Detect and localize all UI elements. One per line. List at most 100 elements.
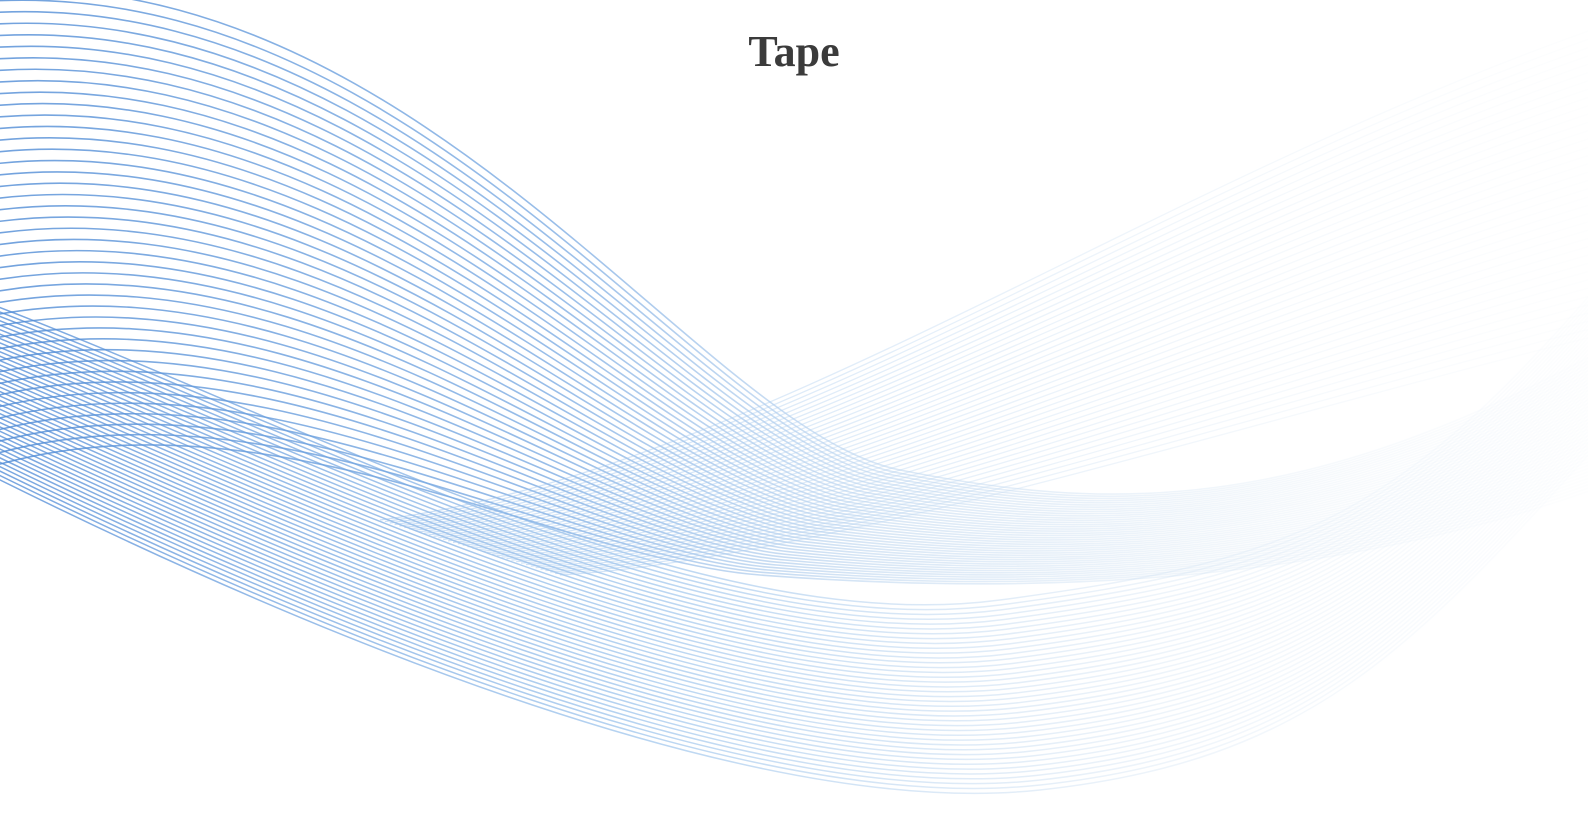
wave-line	[0, 328, 1588, 645]
wave-line	[404, 72, 1588, 529]
wave-line	[0, 227, 1588, 541]
wave-line	[0, 320, 1588, 635]
wave-line	[477, 196, 1588, 551]
wave-line	[409, 80, 1588, 530]
wave-line	[0, 316, 1588, 559]
wave-line	[0, 295, 1588, 606]
wave-line	[433, 121, 1588, 537]
wave-line	[0, 294, 1588, 554]
wave-line	[0, 413, 1588, 746]
wave-line	[448, 146, 1588, 542]
wave-line	[0, 332, 1588, 649]
wave-line	[0, 238, 1588, 543]
wave-line	[0, 429, 1588, 765]
wave-line	[413, 88, 1588, 532]
wave-line	[0, 454, 1588, 794]
wave-line	[511, 254, 1588, 561]
wave-line	[0, 352, 1588, 674]
wave-line	[0, 425, 1588, 761]
wave-line	[525, 279, 1588, 566]
wave-line	[0, 433, 1588, 583]
wave-line	[0, 377, 1588, 703]
wave-line	[0, 359, 1588, 568]
wave-line	[0, 437, 1588, 775]
wave-line	[0, 324, 1588, 640]
wave-line	[0, 348, 1588, 669]
wave-line	[530, 287, 1588, 567]
wave-line	[472, 188, 1588, 549]
wave-line	[0, 393, 1588, 722]
wave-line	[550, 320, 1588, 573]
wave-line	[0, 80, 1588, 513]
wave-line	[0, 216, 1588, 539]
wave-line	[0, 137, 1588, 524]
wave-line	[555, 328, 1588, 575]
wave-line	[0, 300, 1588, 611]
wave-line	[0, 364, 1588, 688]
wave-line	[0, 389, 1588, 717]
wave-line	[130, 0, 1588, 495]
wave-line	[516, 262, 1588, 563]
wave-line	[0, 340, 1588, 659]
wave-band-lower	[0, 295, 1588, 794]
wave-line	[438, 130, 1588, 539]
wave-line	[0, 336, 1588, 654]
wave-line	[0, 260, 1588, 548]
wave-line	[0, 114, 1588, 519]
wave-line	[559, 337, 1588, 576]
wave-line	[0, 348, 1588, 565]
wave-line	[0, 283, 1588, 552]
wave-line	[0, 381, 1588, 572]
wave-line	[540, 304, 1588, 570]
wave-line	[491, 221, 1588, 555]
wave-line	[0, 385, 1588, 712]
wave-line	[486, 213, 1588, 554]
wave-band-right	[379, 30, 1588, 576]
wave-line	[0, 405, 1588, 736]
wave-line	[0, 57, 1588, 509]
wave-line	[0, 182, 1588, 533]
wave-line	[0, 91, 1588, 515]
wave-line	[482, 204, 1588, 552]
wave-line	[0, 397, 1588, 727]
wave-line	[0, 0, 1588, 498]
wave-line	[443, 138, 1588, 540]
wave-line	[0, 369, 1588, 693]
wave-line	[0, 205, 1588, 537]
wave-line	[0, 272, 1588, 550]
wave-line	[0, 148, 1588, 526]
wave-line	[0, 344, 1588, 664]
wave-line	[0, 308, 1588, 621]
wave-line	[0, 412, 1588, 578]
wave-line	[545, 312, 1588, 572]
wave-line	[0, 401, 1588, 732]
wave-line	[0, 421, 1588, 756]
wave-line	[0, 22, 1588, 502]
wave-line	[0, 338, 1588, 563]
wave-line	[452, 155, 1588, 543]
wave-line	[0, 381, 1588, 707]
wave-band-upper	[0, 0, 1588, 585]
wave-line	[457, 163, 1588, 545]
wave-line	[501, 237, 1588, 558]
wave-line	[394, 55, 1588, 526]
wave-line	[0, 450, 1588, 790]
wave-line	[462, 171, 1588, 546]
wave-line	[423, 105, 1588, 535]
wave-line	[0, 423, 1588, 581]
wave-line	[467, 179, 1588, 548]
wave-line	[0, 446, 1588, 785]
wave-line	[389, 47, 1588, 524]
wave-line	[0, 125, 1588, 522]
wave-line	[0, 312, 1588, 625]
wave-line	[0, 433, 1588, 770]
wave-line	[0, 417, 1588, 751]
wave-line	[0, 193, 1588, 535]
wave-line	[0, 159, 1588, 528]
wave-line	[0, 360, 1588, 683]
wave-line	[521, 271, 1588, 564]
wave-line	[384, 38, 1588, 523]
wave-line	[535, 295, 1588, 569]
